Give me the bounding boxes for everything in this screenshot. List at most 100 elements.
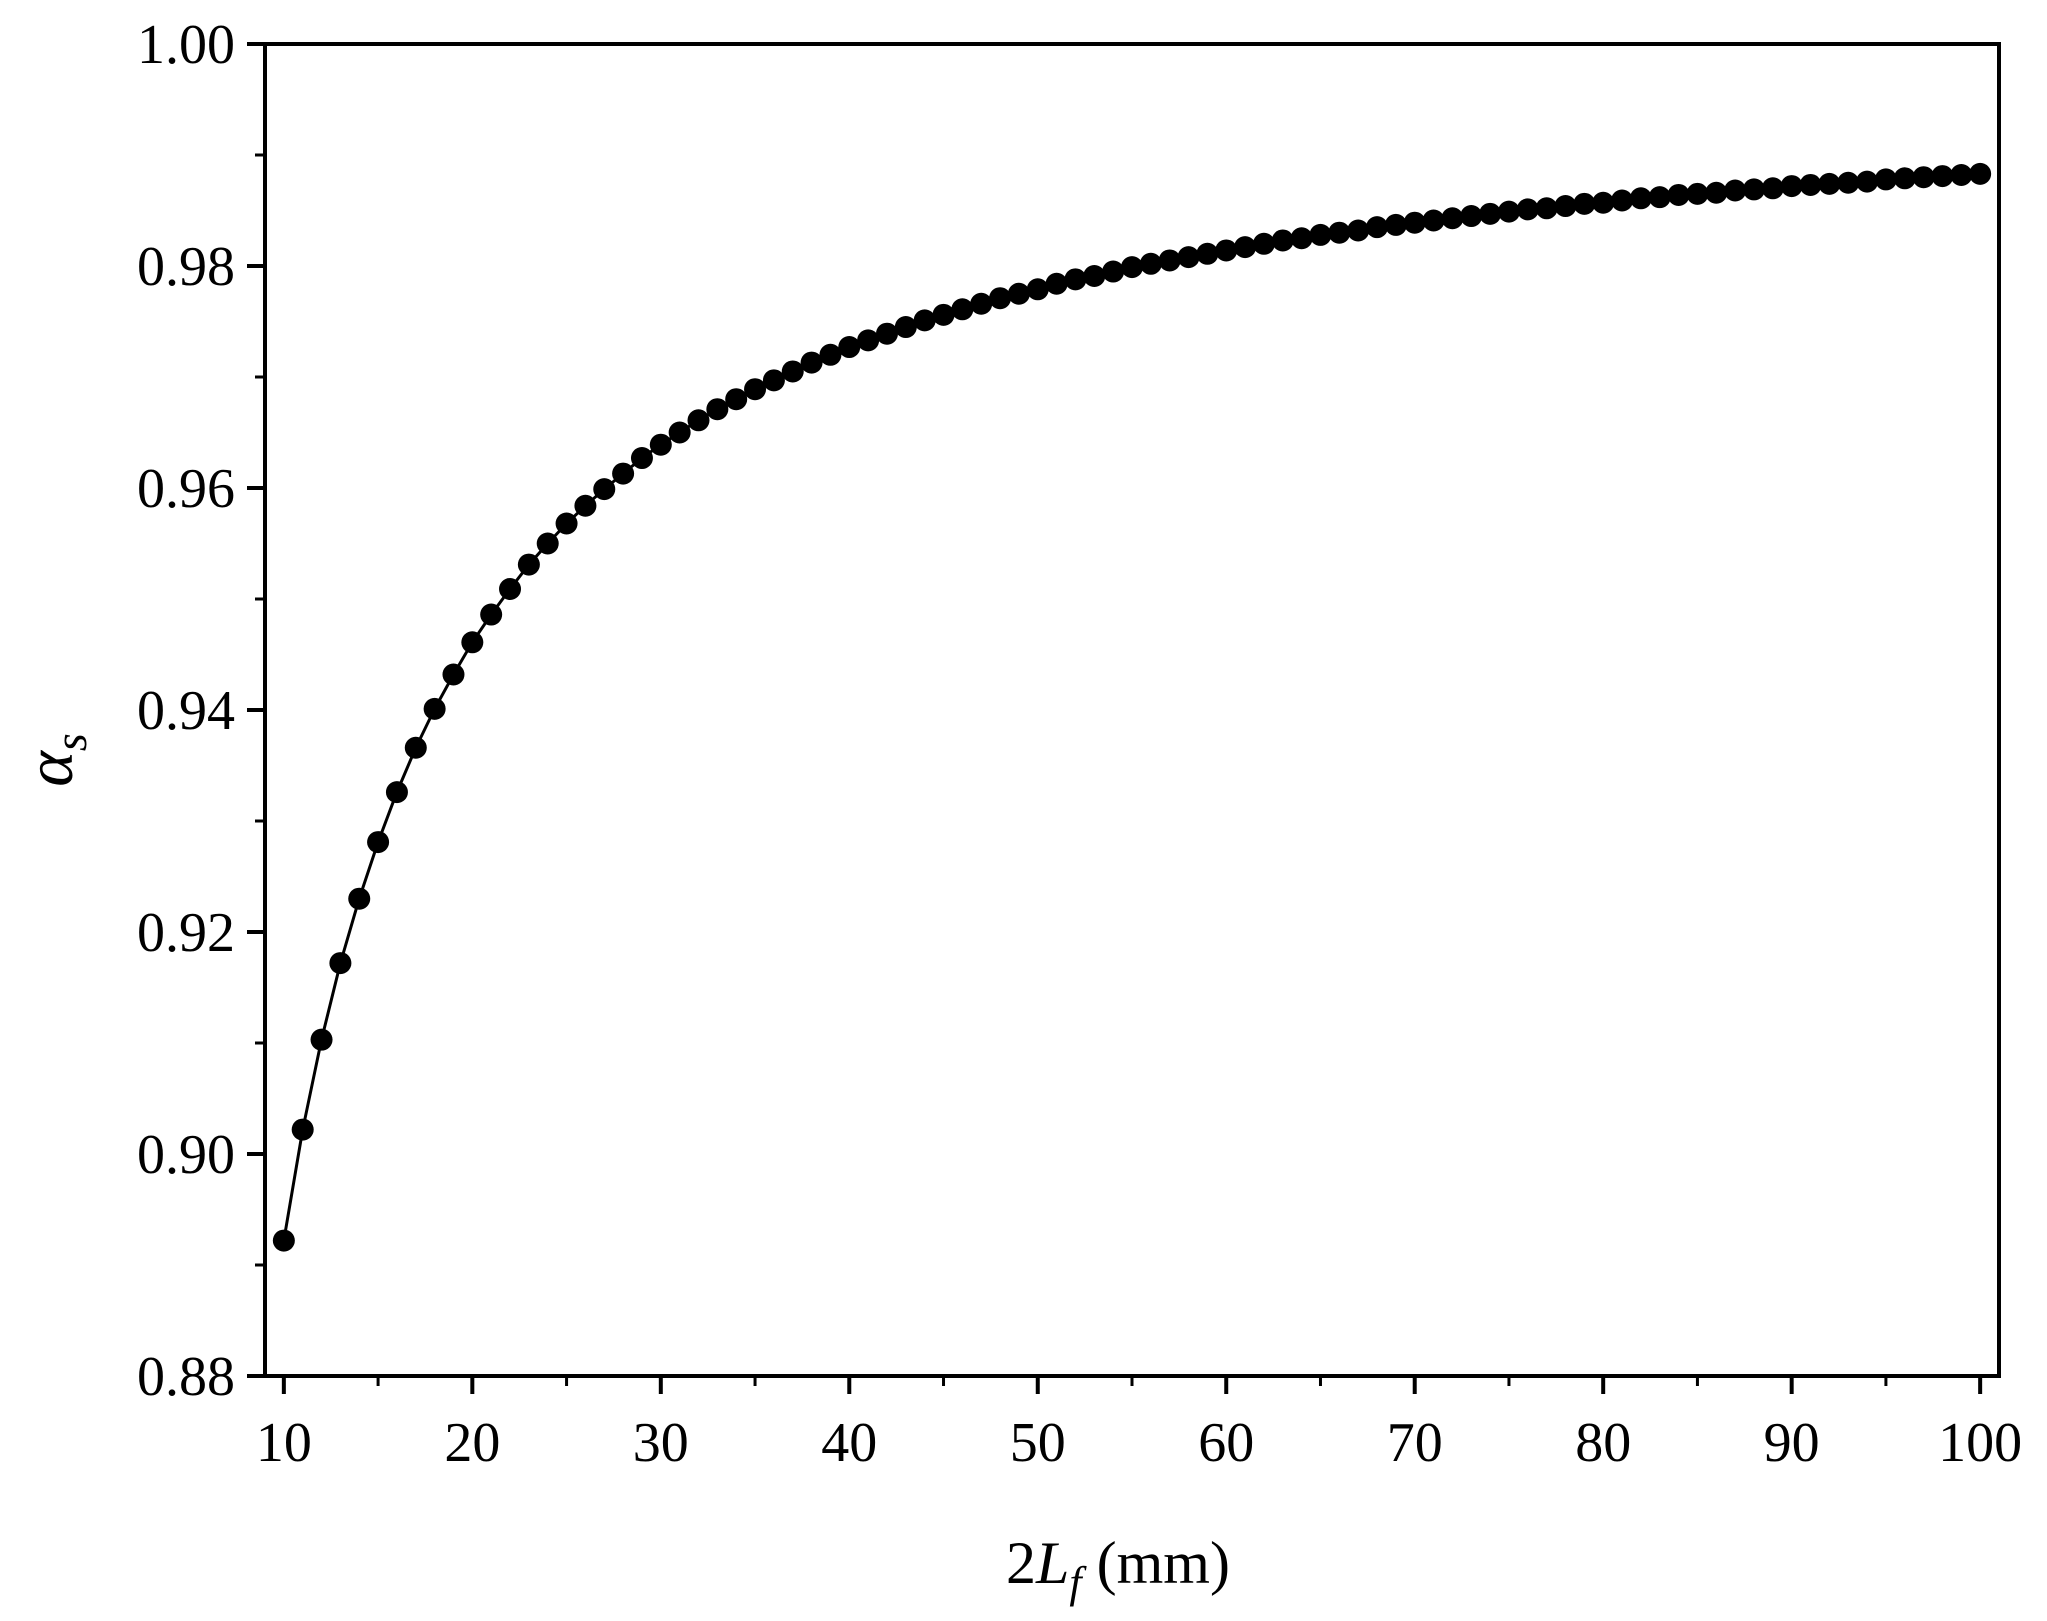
data-point (1177, 246, 1200, 269)
data-point (1629, 187, 1652, 210)
data-point (1234, 236, 1257, 259)
data-point (913, 309, 936, 332)
plot-frame (263, 42, 2001, 1378)
data-point (1215, 239, 1238, 262)
data-point (1384, 213, 1407, 236)
x-tick-label-40: 40 (821, 1412, 877, 1474)
data-point (1007, 282, 1030, 305)
data-point (291, 1118, 314, 1141)
data-point (1573, 192, 1596, 215)
x-axis-title-variable: L (1035, 1530, 1069, 1596)
data-point (1328, 221, 1351, 244)
data-point (857, 329, 880, 352)
data-point (781, 360, 804, 383)
data-point (1724, 179, 1747, 202)
data-point (1158, 249, 1181, 272)
data-point (725, 388, 748, 411)
data-point (272, 1229, 295, 1252)
data-point (1969, 162, 1992, 185)
data-point (1366, 216, 1389, 239)
data-point (1271, 229, 1294, 252)
data-point (385, 781, 408, 804)
x-tick-label-30: 30 (633, 1412, 689, 1474)
data-point (989, 287, 1012, 310)
y-tick-label-1.00: 1.00 (137, 14, 235, 76)
x-tick-label-100: 100 (1938, 1412, 2022, 1474)
data-point (480, 603, 503, 626)
data-point (706, 398, 729, 421)
data-point (423, 697, 446, 720)
x-axis-title-prefix: 2 (1006, 1530, 1036, 1596)
data-point (1780, 175, 1803, 198)
data-point (894, 316, 917, 339)
x-tick-label-20: 20 (444, 1412, 500, 1474)
data-point (744, 378, 767, 401)
data-point (630, 447, 653, 470)
data-point (1196, 242, 1219, 265)
data-point (1102, 260, 1125, 283)
data-point (536, 532, 559, 555)
data-point (819, 343, 842, 366)
x-tick-label-60: 60 (1198, 1412, 1254, 1474)
y-tick-label-0.94: 0.94 (137, 680, 235, 742)
data-point (555, 512, 578, 535)
data-series (272, 162, 1992, 1252)
x-tick-label-10: 10 (256, 1412, 312, 1474)
data-point (1309, 223, 1332, 246)
y-tick-label-0.90: 0.90 (137, 1124, 235, 1186)
data-point (800, 351, 823, 374)
y-axis-title-variable: α (11, 750, 87, 787)
x-tick-label-90: 90 (1764, 1412, 1820, 1474)
data-point (1592, 191, 1615, 214)
data-point (1252, 232, 1275, 255)
data-point (404, 736, 427, 759)
data-point (1347, 219, 1370, 242)
data-point (1497, 200, 1520, 223)
data-point (1686, 182, 1709, 205)
data-point (1648, 186, 1671, 209)
data-point (593, 478, 616, 501)
data-point (310, 1028, 333, 1051)
data-point (932, 303, 955, 326)
x-axis-title-unit: (mm) (1082, 1530, 1230, 1596)
data-point (1931, 165, 1954, 188)
data-point (1441, 207, 1464, 230)
data-point (970, 292, 993, 315)
data-point (1516, 198, 1539, 221)
data-point (762, 369, 785, 392)
data-point (348, 887, 371, 910)
x-tick-label-70: 70 (1387, 1412, 1443, 1474)
data-point (1893, 167, 1916, 190)
data-point (1837, 171, 1860, 194)
data-point (1121, 256, 1143, 279)
data-point (1045, 272, 1068, 295)
y-tick-label-0.98: 0.98 (137, 236, 235, 298)
data-point (367, 831, 390, 854)
data-point (461, 631, 484, 654)
y-tick-label-0.88: 0.88 (137, 1346, 235, 1408)
data-point (838, 336, 861, 359)
data-point (875, 322, 898, 345)
data-point (1799, 173, 1822, 196)
data-point (951, 298, 974, 321)
y-tick-label-0.96: 0.96 (137, 458, 235, 520)
y-tick-label-0.92: 0.92 (137, 902, 235, 964)
data-point (1139, 252, 1162, 275)
data-point (1535, 197, 1558, 220)
data-point (1422, 209, 1445, 232)
data-point (1290, 227, 1313, 250)
data-point (668, 421, 691, 444)
data-point (499, 578, 522, 601)
data-point (1874, 168, 1897, 191)
data-point (1479, 202, 1502, 225)
data-point (1460, 205, 1483, 228)
data-point (687, 409, 710, 432)
data-point (1950, 163, 1973, 186)
data-point (1818, 172, 1841, 195)
data-point (1667, 183, 1690, 206)
data-point (1742, 178, 1765, 201)
data-point (329, 952, 352, 975)
data-point (1554, 195, 1577, 218)
data-point (1064, 268, 1087, 291)
